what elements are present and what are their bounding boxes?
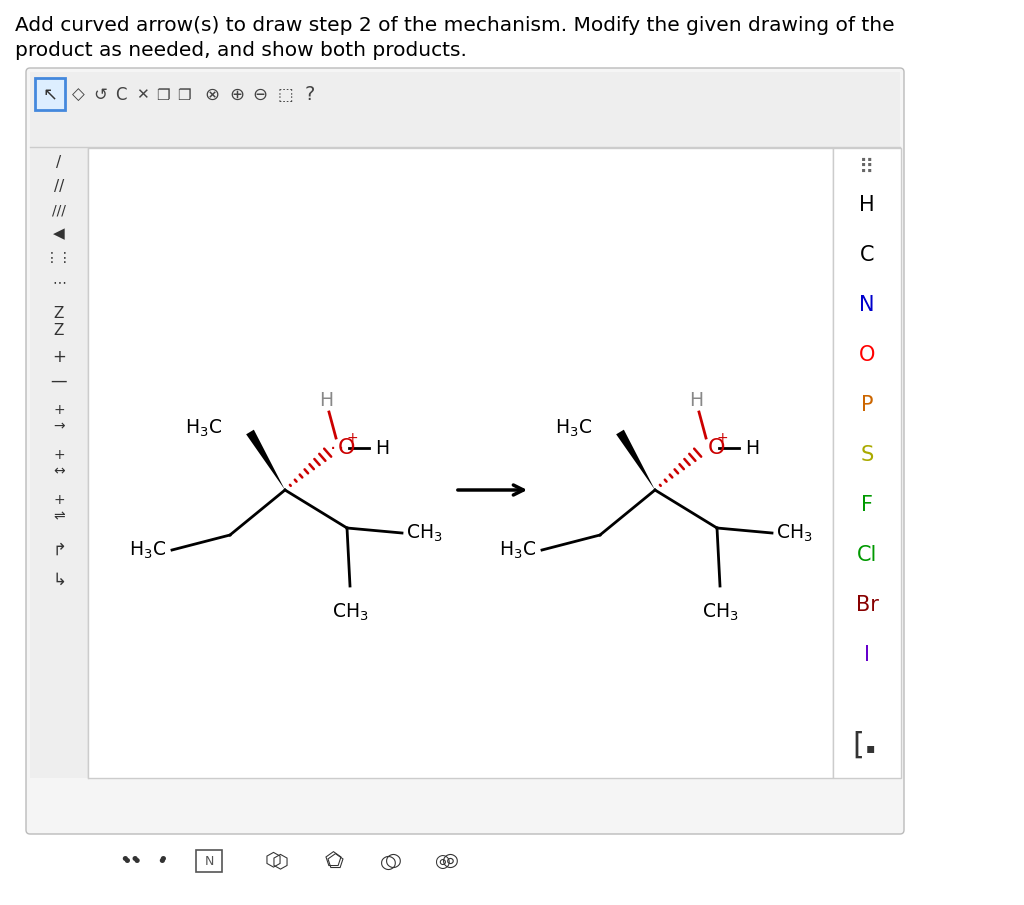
Text: ○: ○ [380,853,396,872]
Text: Z: Z [54,322,65,338]
Text: C: C [116,86,127,104]
Bar [30,148,88,778]
Text: ·: · [330,440,336,459]
Polygon shape [616,430,655,490]
Text: +: + [52,348,66,366]
Text: $\mathsf{CH_3}$: $\mathsf{CH_3}$ [776,522,813,544]
Text: product as needed, and show both products.: product as needed, and show both product… [15,41,467,60]
Text: +: + [716,431,728,445]
Text: ⋯: ⋯ [52,275,66,289]
Text: H: H [859,195,874,215]
Text: •: • [158,851,168,869]
Text: ⠿: ⠿ [859,158,874,178]
Text: ••: •• [121,853,142,871]
Bar [833,148,901,778]
Text: F: F [861,495,873,515]
Text: $\mathsf{H_3C}$: $\mathsf{H_3C}$ [555,417,592,439]
Text: Z: Z [54,306,65,320]
Text: ↺: ↺ [93,86,106,104]
Text: ///: /// [52,203,66,217]
Text: +: + [53,448,65,462]
Text: +: + [53,493,65,507]
Text: ⬡: ⬡ [264,851,282,870]
Text: ↳: ↳ [52,571,66,589]
Text: H: H [375,439,389,458]
Text: $\mathsf{CH_3}$: $\mathsf{CH_3}$ [332,602,369,624]
Text: ◇: ◇ [72,86,84,104]
Text: ⊖: ⊖ [253,86,267,104]
Text: H: H [689,390,703,409]
Text: •: • [157,853,167,871]
Text: $\mathsf{CH_3}$: $\mathsf{CH_3}$ [701,602,738,624]
Text: ⇌: ⇌ [53,509,65,523]
Text: H: H [745,439,759,458]
Text: ↱: ↱ [52,541,66,559]
Text: ?: ? [305,85,315,104]
Text: ▪: ▪ [865,741,874,755]
Text: [: [ [852,730,864,759]
Text: ◎: ◎ [441,851,459,870]
Text: $\mathsf{O}$: $\mathsf{O}$ [337,438,355,458]
Text: ❐: ❐ [177,88,190,102]
Text: $\mathsf{H_3C}$: $\mathsf{H_3C}$ [499,539,536,561]
Text: S: S [860,445,873,465]
Text: ⬠: ⬠ [325,851,341,870]
Text: 🞉: 🞉 [205,851,215,869]
FancyBboxPatch shape [35,78,65,110]
Bar [30,72,900,147]
Bar [196,850,222,872]
Text: ⊗: ⊗ [205,86,219,104]
FancyBboxPatch shape [26,68,904,834]
Text: ○: ○ [384,851,401,870]
Text: ⋮⋮: ⋮⋮ [45,251,73,265]
Text: $\mathsf{CH_3}$: $\mathsf{CH_3}$ [406,522,442,544]
Text: +: + [346,431,357,445]
Text: Add curved arrow(s) to draw step 2 of the mechanism. Modify the given drawing of: Add curved arrow(s) to draw step 2 of th… [15,16,895,35]
Text: //: // [54,178,65,194]
Polygon shape [246,430,285,490]
Text: H: H [318,390,333,409]
Text: $\mathsf{H_3C}$: $\mathsf{H_3C}$ [184,417,222,439]
Text: O: O [859,345,876,365]
Text: ❐: ❐ [157,88,170,102]
Text: $\mathsf{O}$: $\mathsf{O}$ [707,438,725,458]
Text: →: → [53,419,65,433]
Text: P: P [861,395,873,415]
Text: N: N [205,854,214,868]
Text: ✕: ✕ [135,88,148,102]
Text: —: — [50,372,68,390]
Text: I: I [864,645,870,665]
Text: ·: · [338,440,344,459]
Text: Br: Br [856,595,879,615]
Text: Cl: Cl [857,545,878,565]
Text: N: N [859,295,874,315]
Text: /: / [56,155,61,169]
Text: ◎: ◎ [434,853,450,871]
Text: ⊕: ⊕ [229,86,245,104]
Text: ◀: ◀ [53,226,65,242]
Text: ⬚: ⬚ [278,86,293,104]
Bar [88,148,833,778]
Text: ⬠: ⬠ [327,853,343,872]
Text: +: + [53,403,65,417]
Text: $\mathsf{H_3C}$: $\mathsf{H_3C}$ [129,539,166,561]
Text: ••: •• [119,851,140,869]
Text: C: C [860,245,874,265]
Text: ⬡: ⬡ [271,853,289,872]
Text: ↔: ↔ [53,464,65,478]
Text: ↖: ↖ [42,86,57,104]
